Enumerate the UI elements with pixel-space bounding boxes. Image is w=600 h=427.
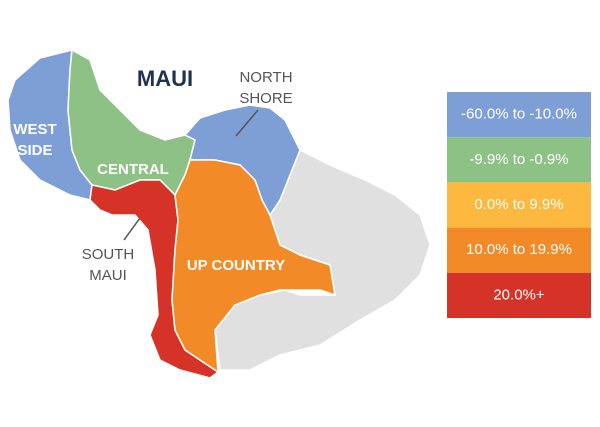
region-label: SHORE — [239, 90, 292, 107]
region-label: CENTRAL — [97, 161, 169, 178]
region-label: NORTH — [239, 69, 292, 86]
map-title: MAUI — [137, 66, 193, 91]
legend-label: -9.9% to -0.9% — [469, 151, 568, 168]
legend-swatch — [447, 272, 591, 318]
region-label: SIDE — [17, 142, 52, 159]
legend-swatch — [447, 92, 591, 138]
leader-line — [235, 109, 259, 137]
leader-line — [123, 217, 141, 241]
region-label: SOUTH — [82, 246, 135, 263]
legend-label: -60.0% to -10.0% — [461, 106, 577, 123]
region — [171, 159, 336, 374]
region-label: WEST — [13, 121, 56, 138]
legend-swatch — [447, 137, 591, 183]
region-label: UP COUNTRY — [187, 257, 285, 274]
legend-label: 0.0% to 9.9% — [474, 196, 563, 213]
legend-swatch — [447, 227, 591, 273]
legend-swatch — [447, 182, 591, 228]
legend-label: 10.0% to 19.9% — [466, 241, 572, 258]
region-label: MAUI — [89, 267, 127, 284]
region — [89, 179, 220, 379]
legend-label: 20.0%+ — [493, 286, 545, 303]
